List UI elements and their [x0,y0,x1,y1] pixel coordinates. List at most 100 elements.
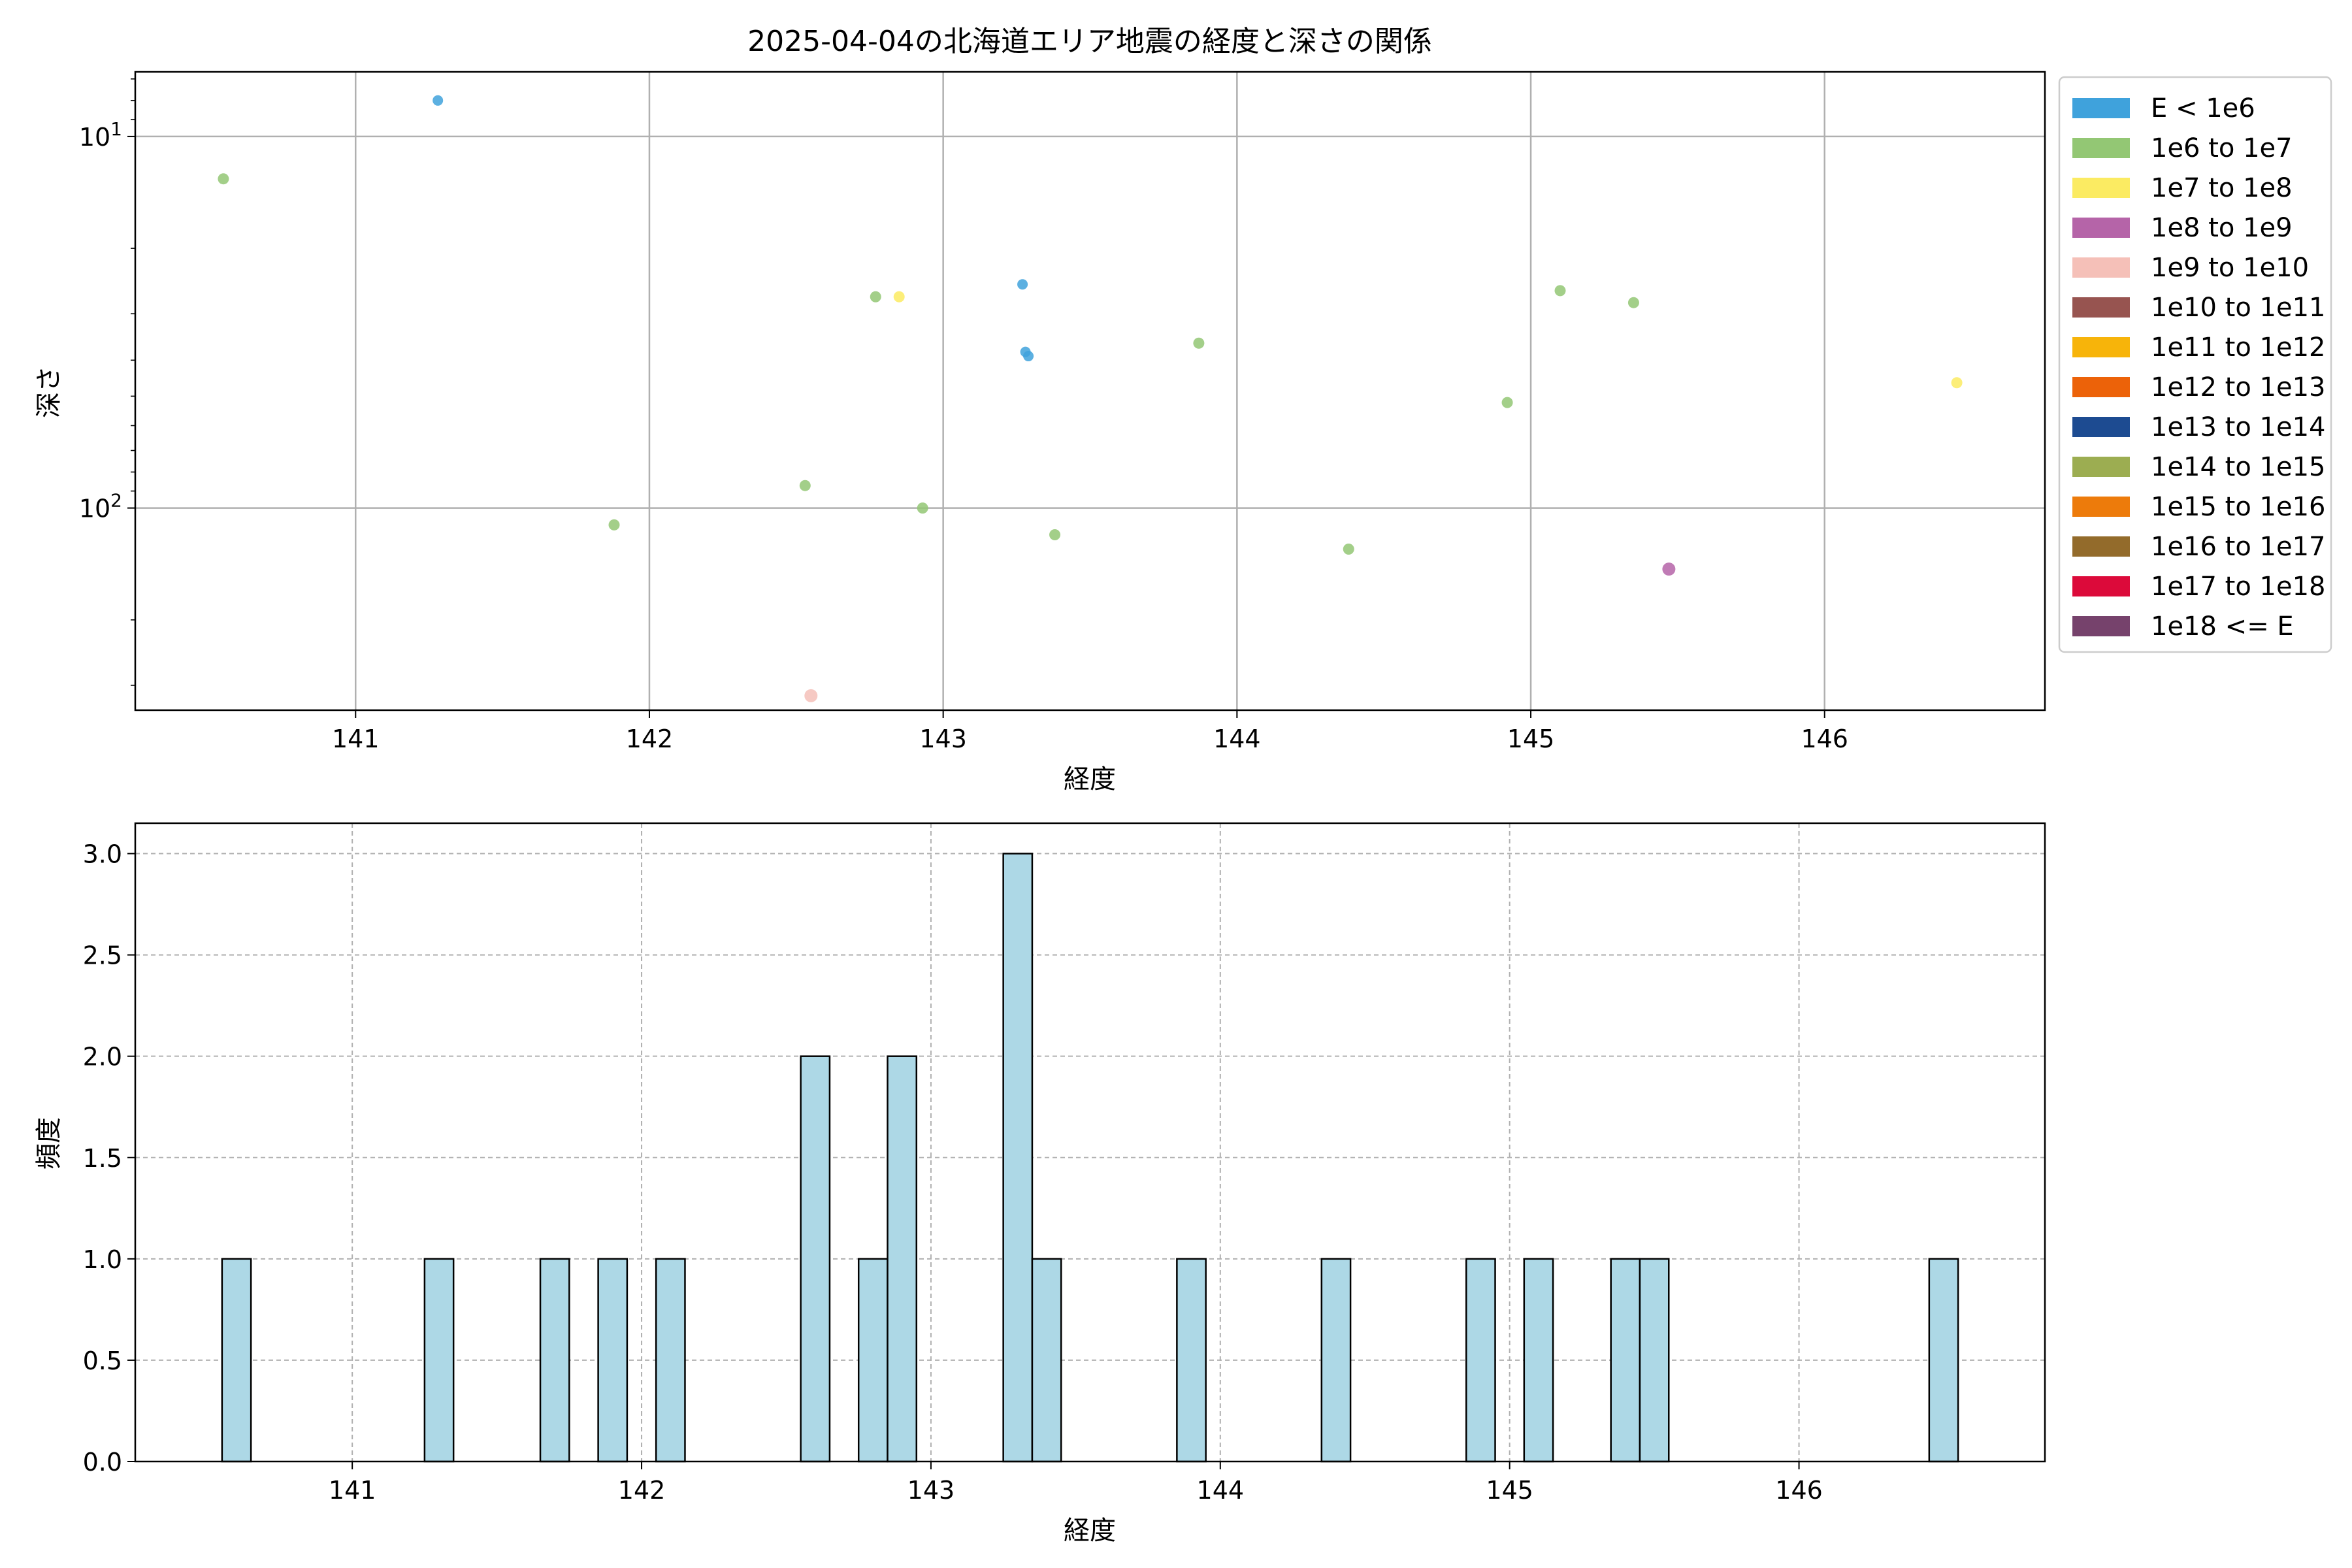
legend-swatch [2072,536,2130,557]
histogram-bar [1320,1258,1352,1463]
scatter-y-ticks: 101 102 [79,118,135,523]
legend-label: 1e8 to 1e9 [2151,213,2293,243]
legend-label: 1e9 to 1e10 [2151,253,2309,283]
chart-title: 2025-04-04の北海道エリア地震の経度と深さの関係 [747,25,1432,58]
histogram-x-tick-label: 141 [329,1476,376,1505]
scatter-point [608,519,620,531]
scatter-x-tick-label: 142 [626,725,674,753]
scatter-point [1501,397,1513,408]
histogram-plot-frame [134,822,2046,1463]
scatter-point [218,173,229,185]
scatter-point [799,480,811,491]
histogram-x-tick-label: 144 [1197,1476,1245,1505]
histogram-bar [1176,1258,1207,1463]
histogram-x-ticks: 141 142 143 144 145 146 [329,1462,1823,1505]
histogram-y-tick-label: 2.0 [83,1043,122,1071]
legend-items: E < 1e6 1e6 to 1e7 1e7 to 1e8 1e8 to 1e9 1e9… [2072,93,2326,642]
histogram-bar [1523,1258,1554,1463]
legend-box [2058,76,2332,653]
legend-swatch [2072,178,2130,198]
scatter-x-axis-label: 経度 [1064,764,1116,794]
histogram-x-tick-label: 146 [1775,1476,1823,1505]
scatter-point [893,291,905,302]
legend-label: 1e12 to 1e13 [2151,372,2326,402]
scatter-x-ticks: 141 142 143 144 145 146 [332,710,1848,753]
histogram-bar [1928,1258,1959,1463]
scatter-point [804,689,818,702]
histogram-bar [1465,1258,1496,1463]
legend-swatch [2072,257,2130,278]
histogram-y-tick-label: 3.0 [83,840,122,869]
histogram-bar [539,1258,570,1463]
histogram-bar [857,1258,889,1463]
scatter-point [1343,543,1354,555]
histogram-bar [800,1055,831,1463]
legend-label: 1e14 to 1e15 [2151,452,2326,482]
scatter-y-axis-label: 深さ [34,366,64,418]
scatter-y-tick-label: 101 [79,118,122,152]
legend-label: 1e11 to 1e12 [2151,333,2326,363]
scatter-point [1662,563,1676,576]
histogram-y-tick-label: 2.5 [83,941,122,970]
scatter-x-tick-label: 143 [919,725,967,753]
histogram-y-tick-label: 1.5 [83,1144,122,1173]
histogram-bar [1002,853,1034,1463]
histogram-bars [221,853,1959,1463]
legend-label: 1e17 to 1e18 [2151,572,2326,602]
scatter-point [1193,337,1205,349]
legend-swatch [2072,98,2130,118]
scatter-x-tick-label: 141 [332,725,380,753]
scatter-point [870,291,881,302]
scatter-point [1951,377,1963,389]
legend-swatch [2072,377,2130,397]
scatter-plot-frame [134,71,2046,711]
legend-swatch [2072,337,2130,357]
histogram-x-tick-label: 142 [618,1476,666,1505]
histogram-x-tick-label: 145 [1486,1476,1533,1505]
scatter-point [1023,351,1034,362]
histogram-bar [221,1258,252,1463]
histogram-y-tick-label: 1.0 [83,1245,122,1274]
legend-swatch [2072,497,2130,517]
scatter-chart: 2025-04-04の北海道エリア地震の経度と深さの関係 141 142 143 14… [34,25,2046,794]
legend-label: 1e16 to 1e17 [2151,532,2326,562]
histogram-y-axis-label: 頻度 [34,1117,64,1169]
legend-label: 1e18 <= E [2151,612,2294,642]
legend-label: 1e13 to 1e14 [2151,412,2326,442]
histogram-y-tick-label: 0.5 [83,1347,122,1375]
legend: E < 1e6 1e6 to 1e7 1e7 to 1e8 1e8 to 1e9 1e9… [2058,76,2332,653]
scatter-point [1554,285,1566,297]
scatter-x-tick-label: 144 [1213,725,1261,753]
histogram-bar [1610,1258,1641,1463]
scatter-gridlines [135,72,2045,710]
histogram-bar [1031,1258,1062,1463]
legend-swatch [2072,218,2130,238]
histogram-bar [1639,1258,1670,1463]
legend-swatch [2072,297,2130,318]
histogram-chart: 141 142 143 144 145 146 0.0 0.5 1.0 1.5 2.0 2.5 3.0… [34,822,2046,1546]
legend-label: E < 1e6 [2151,93,2255,123]
scatter-point [917,502,928,514]
histogram-bar [423,1258,455,1463]
scatter-x-tick-label: 146 [1801,725,1848,753]
legend-swatch [2072,616,2130,636]
scatter-x-tick-label: 145 [1507,725,1555,753]
histogram-x-tick-label: 143 [907,1476,955,1505]
legend-label: 1e7 to 1e8 [2151,173,2293,203]
histogram-y-tick-label: 0.0 [83,1448,122,1477]
legend-swatch [2072,417,2130,437]
histogram-gridlines [135,823,2045,1462]
scatter-point [1017,279,1028,290]
legend-label: 1e10 to 1e11 [2151,293,2326,323]
legend-label: 1e6 to 1e7 [2151,133,2293,163]
scatter-point [1627,297,1639,308]
legend-label: 1e15 to 1e16 [2151,492,2326,522]
scatter-y-tick-label: 102 [79,490,122,523]
histogram-x-axis-label: 経度 [1064,1516,1116,1546]
legend-swatch [2072,138,2130,158]
histogram-y-ticks: 0.0 0.5 1.0 1.5 2.0 2.5 3.0 [83,840,135,1477]
scatter-point [433,95,444,106]
histogram-bar [887,1055,918,1463]
